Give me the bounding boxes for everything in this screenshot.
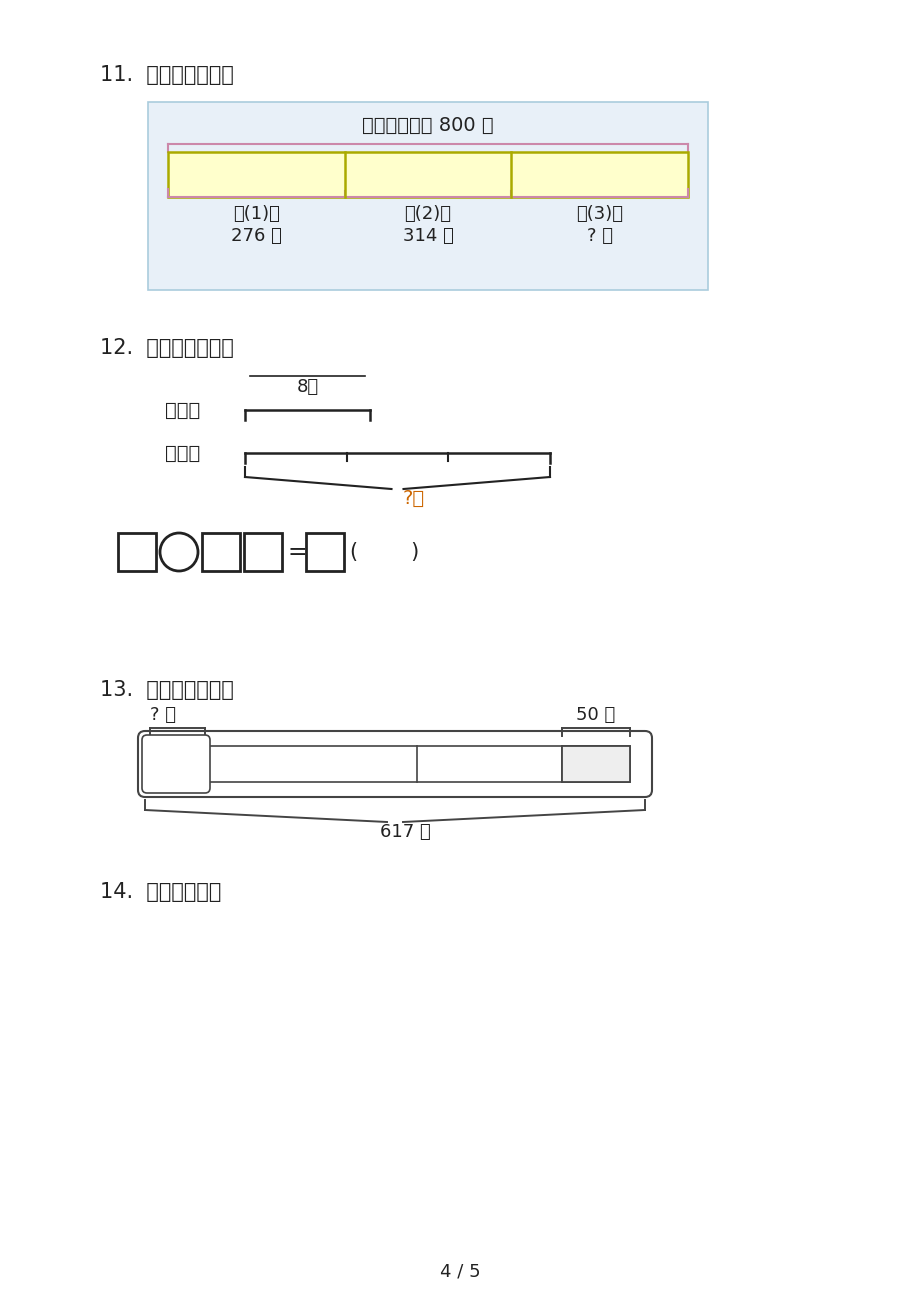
Text: ? 个: ? 个 — [150, 706, 176, 724]
Text: =: = — [288, 540, 308, 564]
Text: 女生：: 女生： — [165, 444, 200, 462]
Bar — [202, 533, 240, 572]
Bar — [118, 533, 156, 572]
Text: 三(2)班: 三(2)班 — [404, 204, 451, 223]
Text: ?人: ?人 — [403, 490, 425, 508]
Text: 4 / 5: 4 / 5 — [439, 1262, 480, 1280]
Text: 三(1)班: 三(1)班 — [233, 204, 279, 223]
FancyBboxPatch shape — [142, 736, 210, 793]
Text: 11.  看图列式计算。: 11. 看图列式计算。 — [100, 65, 233, 85]
Bar — [148, 102, 708, 290]
Text: 314 本: 314 本 — [403, 227, 453, 245]
FancyBboxPatch shape — [138, 730, 652, 797]
Text: 三年级共捐书 800 本: 三年级共捐书 800 本 — [362, 116, 494, 135]
Text: 617 个: 617 个 — [380, 823, 430, 841]
Text: ? 本: ? 本 — [586, 227, 612, 245]
Text: 13.  看图列式计算。: 13. 看图列式计算。 — [100, 680, 233, 700]
Text: (        ): ( ) — [349, 542, 419, 562]
Text: 14.  看图列算式。: 14. 看图列算式。 — [100, 881, 221, 902]
Text: 8人: 8人 — [296, 378, 318, 396]
Circle shape — [160, 533, 198, 572]
Text: 50 个: 50 个 — [575, 706, 615, 724]
Text: 276 本: 276 本 — [231, 227, 281, 245]
Bar — [168, 152, 687, 197]
Bar — [205, 746, 630, 783]
Text: 12.  看图列式计算。: 12. 看图列式计算。 — [100, 339, 233, 358]
Text: 男生：: 男生： — [165, 401, 200, 419]
Bar — [562, 746, 630, 783]
Bar — [306, 533, 344, 572]
Bar — [244, 533, 282, 572]
Text: 三(3)班: 三(3)班 — [575, 204, 622, 223]
